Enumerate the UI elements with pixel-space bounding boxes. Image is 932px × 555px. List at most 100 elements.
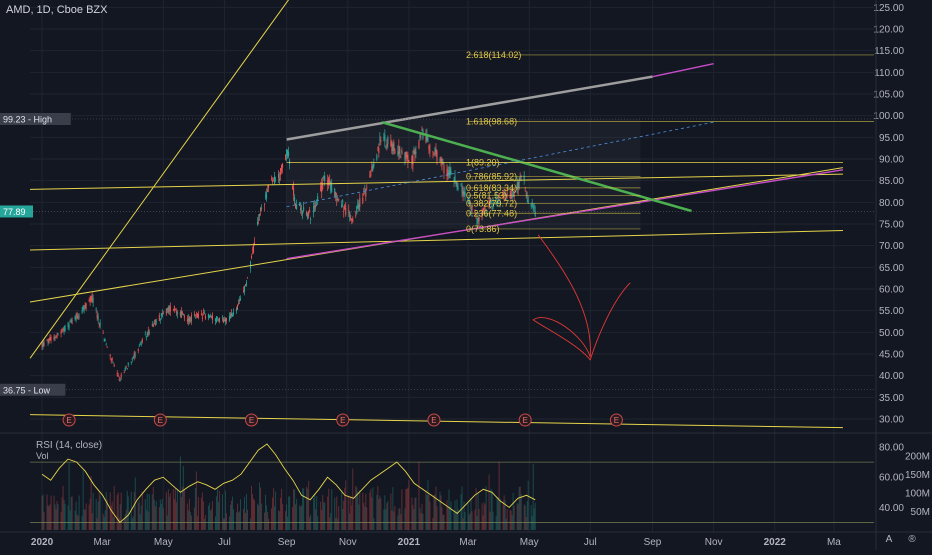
candle-body — [421, 129, 423, 131]
price-marker-label: 99.23 - High — [3, 115, 52, 125]
volume-bar — [216, 489, 218, 530]
volume-bar — [342, 509, 344, 530]
candle-body — [124, 367, 126, 371]
candle-body — [295, 203, 297, 209]
volume-bar — [131, 518, 133, 530]
candle-body — [67, 322, 69, 327]
candle-body — [257, 222, 259, 225]
y-tick-label: 115.00 — [874, 46, 904, 57]
volume-bar — [433, 494, 435, 530]
candle-body — [50, 337, 52, 341]
candle-body — [244, 285, 246, 292]
candle-body — [369, 175, 371, 177]
y-tick-label: 40.00 — [879, 371, 904, 382]
volume-bar — [407, 487, 409, 530]
volume-bar — [250, 518, 252, 530]
candle-body — [449, 167, 451, 179]
volume-bar — [102, 513, 104, 530]
volume-bar — [294, 489, 296, 530]
volume-bar — [467, 501, 469, 530]
candle-body — [202, 312, 204, 313]
volume-bar — [324, 502, 326, 530]
candle-body — [186, 319, 188, 322]
y-tick-label: 80.00 — [879, 198, 904, 209]
candle-body — [355, 214, 357, 216]
candle-body — [200, 313, 202, 315]
volume-bar — [173, 499, 175, 530]
volume-bar — [196, 516, 198, 530]
candle-body — [518, 179, 520, 188]
candle-body — [324, 175, 326, 182]
candle-body — [404, 152, 406, 160]
candle-body — [343, 210, 345, 212]
candle-body — [104, 339, 106, 342]
volume-bar — [62, 485, 64, 530]
candle-body — [154, 319, 156, 325]
y-tick-label: 120.00 — [873, 25, 904, 36]
candle-body — [293, 187, 295, 195]
candle-body — [268, 184, 270, 189]
volume-bar — [57, 503, 59, 530]
candle-body — [91, 293, 93, 302]
volume-bar — [526, 501, 528, 530]
volume-bar — [113, 485, 115, 530]
price-markers: 99.23 - High 77.89 36.75 - Low — [0, 113, 874, 396]
candle-body — [158, 315, 160, 322]
volume-bar — [67, 505, 69, 530]
candle-body — [506, 192, 508, 197]
candle-body — [217, 318, 219, 320]
volume-bar — [146, 493, 148, 530]
candle-body — [519, 177, 521, 181]
candle-body — [96, 314, 98, 318]
candle-body — [78, 316, 80, 318]
candle-body — [120, 374, 122, 377]
candle-body — [455, 182, 457, 184]
rsi-title[interactable]: RSI (14, close) — [36, 440, 103, 451]
candle-body — [106, 347, 108, 348]
candle-body — [210, 316, 212, 318]
candle-body — [366, 187, 368, 189]
x-tick-label: Jul — [584, 537, 597, 548]
candle-body — [247, 277, 249, 279]
volume-bar — [140, 505, 142, 530]
symbol-title[interactable]: AMD, 1D, Cboe BZX — [6, 4, 108, 16]
earnings-marker-label: E — [66, 416, 71, 425]
x-tick-label: Nov — [339, 537, 357, 548]
candle-body — [235, 308, 237, 312]
volume-bar — [534, 502, 536, 530]
y-tick-label: 125.00 — [873, 3, 904, 14]
candle-body — [517, 182, 519, 190]
volume-bar — [412, 504, 414, 530]
volume-bar — [352, 468, 354, 530]
candle-body — [453, 180, 455, 182]
volume-bar — [343, 500, 345, 530]
candle-body — [356, 206, 358, 214]
candle-body — [484, 205, 486, 207]
candle-body — [482, 209, 484, 212]
descending-trend-line — [381, 120, 692, 213]
volume-bar — [429, 501, 431, 530]
candle-body — [99, 322, 101, 327]
candle-body — [481, 212, 483, 219]
volume-bar — [181, 486, 183, 530]
candle-body — [215, 316, 217, 322]
volume-bar — [145, 509, 147, 530]
earnings-marker — [245, 413, 259, 427]
candle-body — [357, 203, 359, 209]
volume-title[interactable]: Vol — [36, 451, 49, 461]
candle-body — [496, 202, 498, 203]
grid-lines — [30, 0, 874, 532]
volume-bar — [229, 504, 231, 530]
candle-body — [329, 179, 331, 185]
candle-body — [214, 318, 216, 322]
candle-body — [282, 164, 284, 168]
candle-body — [425, 134, 427, 144]
candle-body — [428, 145, 430, 150]
volume-bar — [384, 495, 386, 530]
candle-body — [504, 192, 506, 193]
candle-body — [193, 314, 195, 316]
volume-bar — [327, 496, 329, 530]
volume-bar — [345, 480, 347, 530]
